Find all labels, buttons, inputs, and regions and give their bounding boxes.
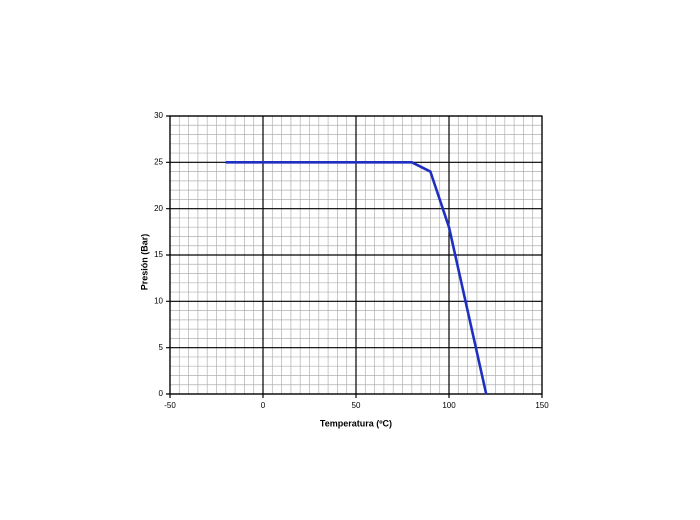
y-tick-label: 0 [159,389,164,398]
y-tick-label: 20 [154,204,163,213]
x-tick-label: 150 [535,401,549,410]
y-axis-title: Presión (Bar) [139,234,149,291]
y-tick-label: 10 [154,296,163,305]
plot-frame [169,115,543,395]
data-line [225,161,488,395]
x-tick-label: 0 [261,401,266,410]
x-tick-label: 50 [352,401,361,410]
y-tick-label: 30 [154,111,163,120]
x-tick-label: 100 [442,401,456,410]
y-tick-label: 15 [154,250,163,259]
x-axis-title: Temperatura (ºC) [320,418,392,428]
y-tick-label: 5 [159,343,164,352]
x-tick-label: -50 [164,401,176,410]
y-tick-label: 25 [154,157,163,166]
